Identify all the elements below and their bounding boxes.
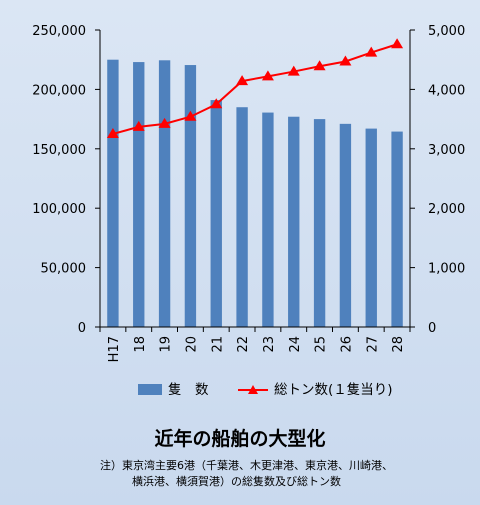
bar [158, 60, 171, 327]
line-point [287, 65, 300, 76]
line-point [236, 75, 249, 86]
legend-bar-label: 隻 数 [168, 382, 209, 398]
x-tick-label: 22 [236, 336, 251, 353]
left-y-axis: 0 50,000 100,000 150,000 200,000 250,000 [32, 24, 101, 336]
bar [107, 59, 119, 327]
right-tick-label: 5,000 [428, 24, 465, 39]
left-tick-label: 50,000 [41, 262, 87, 277]
line-point [261, 70, 274, 81]
x-tick-label: 18 [133, 336, 148, 353]
x-tick-label: 20 [184, 336, 199, 353]
x-tick-label: 21 [210, 336, 225, 353]
bar [184, 65, 197, 328]
bar [339, 123, 352, 328]
left-tick-label: 250,000 [32, 24, 86, 39]
right-y-axis: 0 1,000 2,000 3,000 4,000 5,000 [409, 24, 465, 336]
right-tick-label: 0 [428, 321, 436, 336]
line-point [132, 120, 145, 131]
x-tick-label: 26 [339, 336, 354, 353]
line-point [339, 55, 352, 66]
x-tick-label: H17 [107, 336, 122, 362]
right-tick-label: 4,000 [428, 83, 465, 98]
plot-area [106, 38, 404, 328]
x-tick-label: 28 [391, 336, 406, 353]
x-axis: H17 18 19 20 21 22 23 24 25 26 27 28 [99, 326, 411, 362]
line-point [365, 46, 378, 57]
line-point [391, 38, 404, 49]
bar [288, 116, 300, 327]
right-tick-label: 2,000 [428, 202, 465, 217]
footnote-line-1: 注）東京湾主要6港（千葉港、木更津港、東京港、川崎港、 [100, 459, 393, 472]
right-tick-label: 1,000 [428, 262, 465, 277]
x-tick-label: 19 [159, 336, 174, 353]
line-point [158, 117, 171, 128]
legend-line-marker [248, 385, 258, 394]
bar [313, 119, 326, 327]
left-tick-label: 100,000 [32, 202, 86, 217]
x-tick-label: 25 [314, 336, 329, 353]
line-point [106, 127, 119, 138]
x-tick-label: 24 [288, 336, 303, 353]
left-tick-label: 0 [78, 321, 86, 336]
legend: 隻 数 総トン数(１隻当り) [138, 382, 393, 398]
x-tick-label: 27 [365, 336, 380, 353]
line-series [112, 43, 398, 135]
left-tick-label: 150,000 [32, 143, 86, 158]
bar [210, 100, 222, 327]
x-tick-label: 23 [262, 336, 277, 353]
footnote: 注）東京湾主要6港（千葉港、木更津港、東京港、川崎港、 横浜港、横須賀港）の総隻… [100, 458, 460, 490]
legend-bar-swatch [138, 384, 162, 395]
left-tick-label: 200,000 [32, 83, 86, 98]
line-point [313, 60, 326, 71]
bar [365, 128, 377, 327]
chart: 0 50,000 100,000 150,000 200,000 250,000 0 1,0… [32, 24, 465, 398]
bar [391, 131, 403, 327]
right-tick-label: 3,000 [428, 143, 465, 158]
bar [133, 62, 145, 328]
bar [236, 107, 248, 327]
line-point [184, 110, 197, 121]
line-point [210, 98, 223, 109]
chart-title: 近年の船舶の大型化 [154, 428, 326, 450]
legend-line-label: 総トン数(１隻当り) [274, 382, 393, 398]
bar [262, 112, 274, 327]
footnote-line-2: 横浜港、横須賀港）の総隻数及び総トン数 [132, 475, 341, 488]
